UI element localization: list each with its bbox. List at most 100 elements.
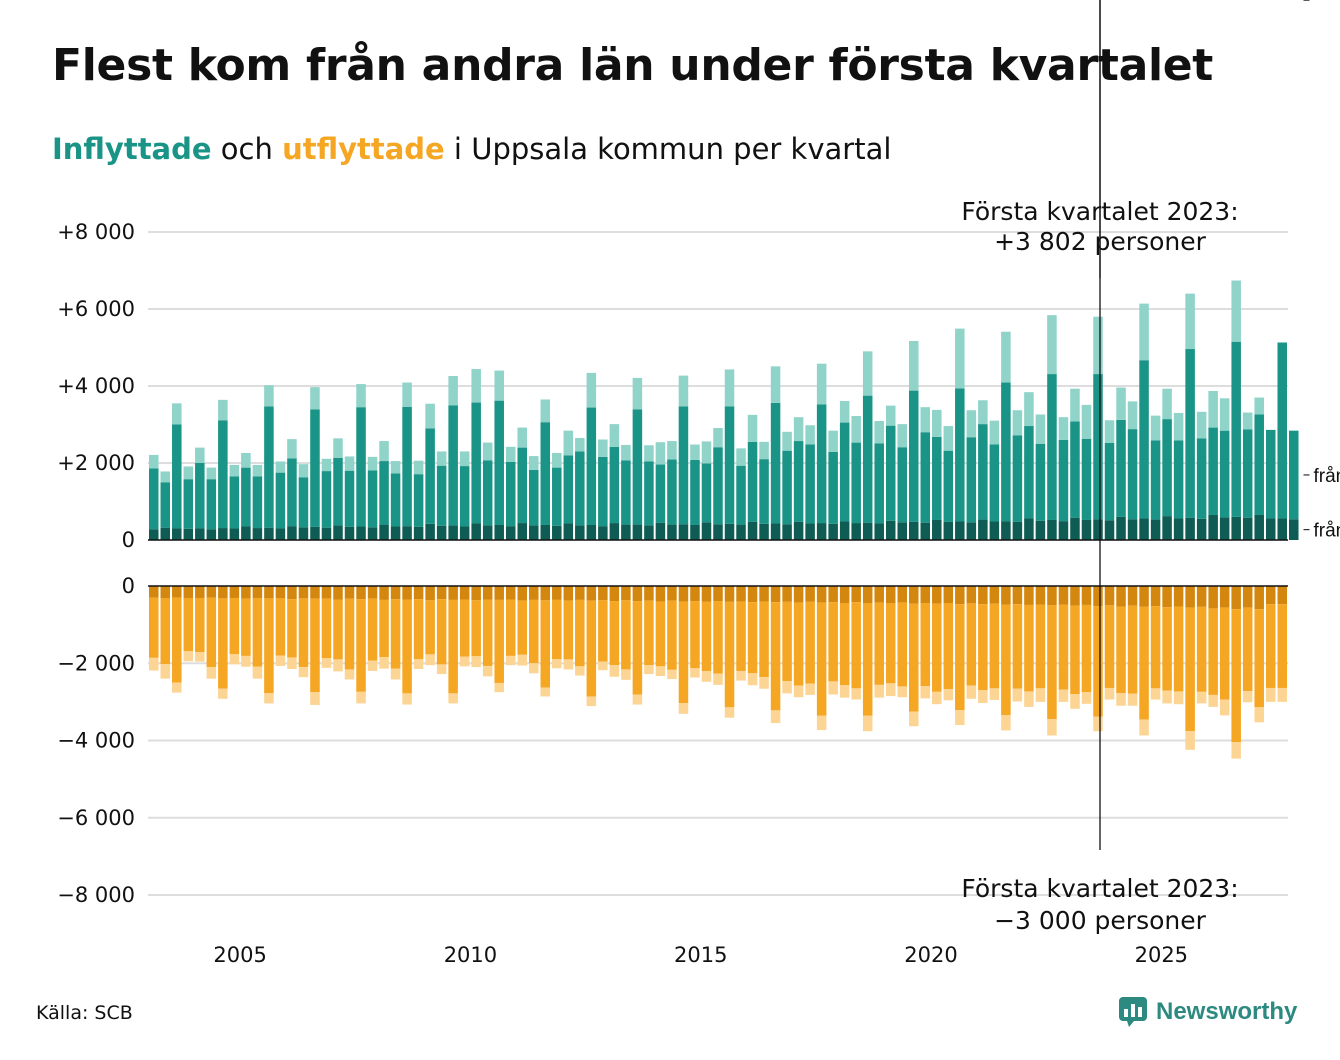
bar-utflyttade-segment [1185, 586, 1195, 608]
bar-inflyttade-segment [1035, 443, 1046, 521]
bar-utflyttade-segment [1150, 606, 1161, 689]
bar-utflyttade-segment [736, 586, 746, 602]
bar-utflyttade-segment [344, 586, 355, 599]
bar-inflyttade-segment [367, 527, 378, 540]
bar-inflyttade-segment [793, 417, 804, 442]
bar-inflyttade-segment [563, 455, 574, 524]
bar-inflyttade-segment [575, 437, 585, 452]
bar-utflyttade-segment [298, 598, 309, 668]
bar-utflyttade-segment [920, 586, 931, 603]
bar-utflyttade-segment [183, 651, 194, 662]
bar-inflyttade-segment [724, 523, 735, 540]
bar-utflyttade-segment [310, 692, 320, 705]
bar-inflyttade-segment [862, 351, 873, 396]
bar-inflyttade-segment [701, 441, 712, 464]
bar-inflyttade-segment [1162, 419, 1172, 517]
bar-utflyttade-segment [229, 597, 240, 654]
bar-utflyttade-segment [206, 586, 217, 598]
bar-utflyttade-segment [275, 586, 286, 599]
bar-utflyttade-segment [1047, 605, 1057, 720]
bar-utflyttade-segment [333, 659, 343, 672]
bar-utflyttade-segment [241, 586, 251, 599]
bar-inflyttade-segment [229, 528, 240, 540]
bar-utflyttade-segment [390, 586, 401, 600]
bar-inflyttade-segment [1254, 414, 1264, 515]
x-tick-label: 2010 [444, 943, 497, 967]
bar-inflyttade-segment [436, 465, 447, 526]
bar-utflyttade-segment [264, 692, 274, 704]
bar-utflyttade-segment [724, 601, 735, 708]
bar-utflyttade-segment [816, 586, 827, 603]
segment-label-in: från övriga län [1314, 466, 1340, 487]
y-tick-label: +2 000 [57, 451, 135, 475]
bar-utflyttade-segment [160, 598, 171, 665]
bar-inflyttade-segment [828, 430, 838, 452]
bar-utflyttade-segment [1058, 689, 1069, 702]
bar-inflyttade-segment [1116, 387, 1126, 420]
bar-inflyttade-segment [333, 438, 343, 458]
bar-inflyttade-segment [344, 456, 355, 471]
bar-utflyttade-segment [1024, 586, 1034, 605]
bar-inflyttade-segment [172, 424, 182, 529]
bar-utflyttade-segment [943, 602, 954, 690]
bar-inflyttade-segment [310, 387, 320, 410]
bar-utflyttade-segment [1196, 691, 1207, 704]
bar-inflyttade-segment [1012, 521, 1023, 540]
y-tick-label: 0 [122, 574, 135, 598]
bar-inflyttade-segment [862, 522, 873, 540]
bar-inflyttade-segment [402, 406, 412, 527]
bar-utflyttade-segment [149, 597, 159, 658]
bar-inflyttade-segment [1127, 401, 1138, 430]
bar-inflyttade-segment [782, 524, 792, 540]
bar-utflyttade-segment [252, 586, 263, 598]
bar-utflyttade-segment [1035, 604, 1046, 689]
bar-inflyttade-segment [529, 525, 539, 540]
bar-inflyttade-segment [828, 451, 838, 524]
bar-inflyttade-segment [678, 406, 689, 525]
bar-inflyttade-segment [402, 526, 412, 540]
bar-utflyttade-segment [1093, 716, 1103, 732]
bar-inflyttade-segment [655, 522, 666, 540]
bar-inflyttade-segment [966, 437, 977, 523]
bar-utflyttade-segment [344, 669, 355, 680]
bar-inflyttade-segment [805, 444, 815, 524]
bar-inflyttade-segment [655, 464, 666, 523]
y-tick-label: −4 000 [57, 729, 135, 753]
bar-inflyttade-segment [644, 525, 654, 540]
bar-inflyttade-segment [759, 523, 769, 540]
bar-utflyttade-segment [218, 586, 228, 599]
bar-utflyttade-segment [701, 601, 712, 671]
bar-inflyttade-segment [529, 456, 539, 470]
bar-inflyttade-segment [724, 369, 735, 407]
bar-utflyttade-segment [862, 602, 873, 716]
bar-utflyttade-segment [955, 709, 965, 726]
logo-text: Newsworthy [1156, 998, 1298, 1025]
bar-utflyttade-segment [218, 598, 228, 689]
bar-inflyttade-segment [839, 422, 850, 522]
bar-utflyttade-segment [459, 586, 470, 600]
source-note: Källa: SCB [36, 1002, 133, 1024]
bar-inflyttade-segment [333, 525, 343, 540]
bar-utflyttade-segment [1012, 604, 1023, 689]
bar-utflyttade-segment [862, 586, 873, 603]
bar-utflyttade-segment [943, 586, 954, 603]
bar-inflyttade-segment [598, 439, 608, 457]
bar-utflyttade-segment [793, 685, 804, 698]
bar-utflyttade-segment [436, 599, 447, 665]
bar-inflyttade-segment [828, 523, 838, 540]
bar-utflyttade-segment [390, 668, 401, 680]
bar-utflyttade-segment [1001, 715, 1011, 731]
bar-inflyttade-segment [540, 399, 551, 423]
bar-utflyttade-segment [932, 603, 942, 692]
bar-utflyttade-segment [1265, 604, 1276, 688]
bar-utflyttade-segment [425, 600, 435, 655]
bar-utflyttade-segment [1024, 604, 1034, 692]
bar-inflyttade-segment [678, 524, 689, 540]
bar-utflyttade-segment [552, 599, 562, 660]
bar-inflyttade-segment [851, 523, 861, 540]
bar-inflyttade-segment [494, 400, 504, 525]
annotations: Första kvartalet 2023:+3 802 personerFör… [961, 0, 1239, 935]
bar-utflyttade-segment [920, 686, 931, 699]
bar-inflyttade-segment [321, 471, 332, 528]
bar-utflyttade-segment [609, 665, 620, 677]
